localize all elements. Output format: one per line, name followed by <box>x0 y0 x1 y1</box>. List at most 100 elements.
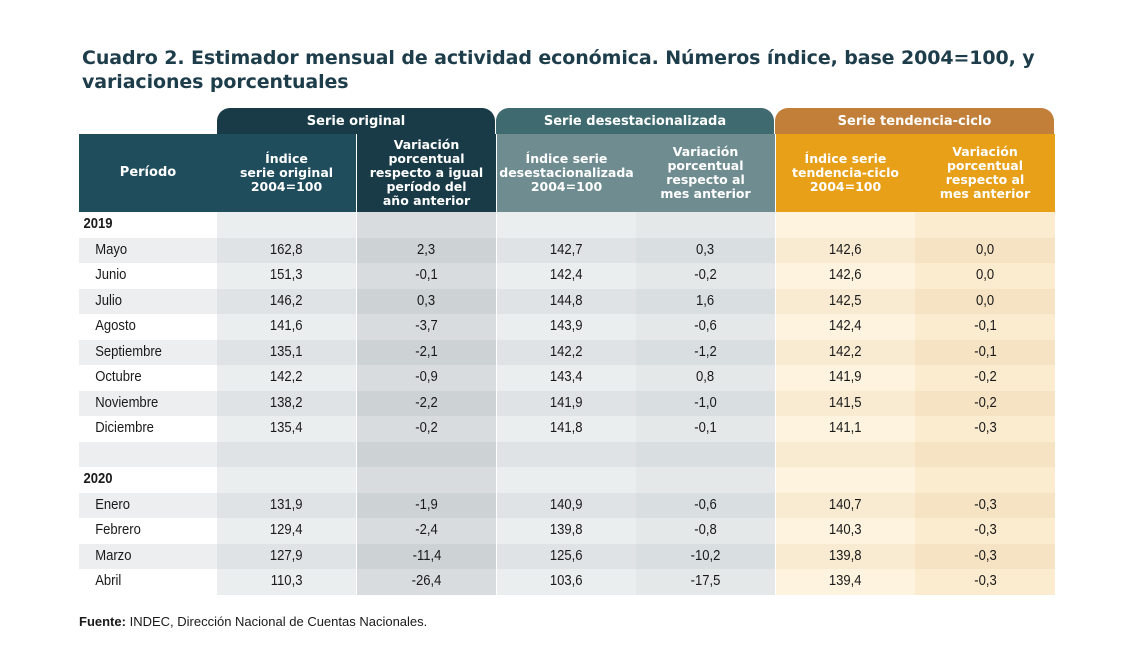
value-text: 139,8 <box>829 547 862 564</box>
value-text: -0,1 <box>694 420 717 436</box>
value-cell: 141,9 <box>497 390 636 416</box>
period-cell: Mayo <box>79 237 217 263</box>
value-text: 138,2 <box>270 394 303 411</box>
value-text: 131,9 <box>270 496 303 513</box>
value-text: -0,2 <box>415 420 438 436</box>
value-cell: 140,3 <box>776 518 915 544</box>
value-cell: -2,2 <box>357 390 496 416</box>
value-cell <box>776 441 915 467</box>
value-cell: 142,4 <box>497 263 636 289</box>
value-cell: -0,6 <box>636 492 775 518</box>
value-cell: -0,3 <box>915 416 1055 442</box>
value-text: 129,4 <box>270 522 303 538</box>
value-text: -0,3 <box>973 547 997 564</box>
table-row: Agosto 141,6 -3,7 143,9 -0,6 142,4 -0,1 <box>79 314 1055 340</box>
value-cell: -2,1 <box>357 339 496 365</box>
value-text: 110,3 <box>270 573 303 589</box>
value-cell: 141,8 <box>497 416 636 442</box>
month-label: Marzo <box>95 547 132 564</box>
value-cell: -3,7 <box>357 314 496 340</box>
value-cell: 141,9 <box>776 365 915 391</box>
data-table: Serie original Serie desestacionalizada … <box>79 108 1055 595</box>
month-label: Enero <box>95 496 131 513</box>
value-cell <box>357 441 496 467</box>
group-header-original: Serie original <box>217 108 495 134</box>
table-row: Julio 146,2 0,3 144,8 1,6 142,5 0,0 <box>79 288 1055 314</box>
value-cell: 139,4 <box>776 569 915 595</box>
period-cell: Agosto <box>79 314 217 340</box>
value-text: 142,2 <box>829 343 862 360</box>
value-text: -0,3 <box>973 420 997 436</box>
value-cell <box>636 441 775 467</box>
value-cell: 142,4 <box>776 314 915 340</box>
source-note: Fuente: INDEC, Dirección Nacional de Cue… <box>79 614 427 629</box>
value-cell <box>497 441 636 467</box>
month-label: Noviembre <box>95 394 159 411</box>
value-text: 141,9 <box>550 394 583 411</box>
column-header-var-original: Variación porcentual respecto a igual pe… <box>357 134 496 212</box>
value-text: -0,3 <box>973 522 997 538</box>
value-text: 140,9 <box>550 496 583 513</box>
value-text: 142,6 <box>829 241 862 258</box>
value-text: -11,4 <box>412 547 441 564</box>
value-cell: 143,9 <box>497 314 636 340</box>
value-cell: 141,5 <box>776 390 915 416</box>
value-cell: 162,8 <box>217 237 356 263</box>
value-text: 0,3 <box>417 292 436 309</box>
value-cell: 103,6 <box>497 569 636 595</box>
value-text: 143,4 <box>550 369 583 385</box>
value-cell: 127,9 <box>217 543 356 569</box>
value-text: 142,2 <box>270 369 303 385</box>
period-cell: Marzo <box>79 543 217 569</box>
column-header-index-original: Índice serie original 2004=100 <box>217 134 356 212</box>
value-text: 142,5 <box>829 292 862 309</box>
value-text: 141,9 <box>829 369 862 385</box>
period-cell <box>79 441 217 467</box>
month-label: Mayo <box>95 241 128 258</box>
period-cell: 2020 <box>79 467 217 493</box>
value-cell: 0,3 <box>357 288 496 314</box>
value-cell: -0,9 <box>357 365 496 391</box>
value-cell: 0,0 <box>915 237 1055 263</box>
table-row: Febrero 129,4 -2,4 139,8 -0,8 140,3 -0,3 <box>79 518 1055 544</box>
value-cell <box>776 467 915 493</box>
month-label: Septiembre <box>95 343 162 360</box>
value-text: 151,3 <box>270 267 303 283</box>
value-cell <box>497 467 636 493</box>
value-cell: -0,1 <box>915 314 1055 340</box>
value-text: -0,2 <box>694 267 717 283</box>
value-text: 141,6 <box>270 318 303 334</box>
value-cell: -0,3 <box>915 543 1055 569</box>
value-cell: 2,3 <box>357 237 496 263</box>
value-text: 127,9 <box>270 547 303 564</box>
value-text: -26,4 <box>411 573 442 589</box>
table-row: Mayo 162,8 2,3 142,7 0,3 142,6 0,0 <box>79 237 1055 263</box>
value-text: 125,6 <box>550 547 583 564</box>
value-text: -0,2 <box>973 369 997 385</box>
value-text: 1,6 <box>696 292 715 309</box>
value-text: -2,2 <box>415 394 438 411</box>
spacer-row <box>79 441 1055 467</box>
value-text: 0,8 <box>696 369 715 385</box>
value-text: -0,9 <box>415 369 438 385</box>
column-header-var-trend: Variación porcentual respecto al mes ant… <box>915 134 1055 212</box>
table-row: Abril 110,3 -26,4 103,6 -17,5 139,4 -0,3 <box>79 569 1055 595</box>
month-label: Abril <box>95 573 122 589</box>
value-cell: -0,6 <box>636 314 775 340</box>
value-text: 139,8 <box>550 522 583 538</box>
value-cell: -1,2 <box>636 339 775 365</box>
value-cell: -0,2 <box>636 263 775 289</box>
value-cell <box>915 441 1055 467</box>
value-cell <box>636 212 775 238</box>
value-cell: 142,2 <box>497 339 636 365</box>
value-cell: -26,4 <box>357 569 496 595</box>
value-text: 103,6 <box>550 573 583 589</box>
month-label: Octubre <box>95 369 142 385</box>
value-cell: 142,6 <box>776 263 915 289</box>
value-text: -0,1 <box>973 343 997 360</box>
value-cell <box>776 212 915 238</box>
value-text: -1,9 <box>415 496 438 513</box>
period-cell: Febrero <box>79 518 217 544</box>
value-cell: -1,0 <box>636 390 775 416</box>
value-text: 142,4 <box>550 267 583 283</box>
